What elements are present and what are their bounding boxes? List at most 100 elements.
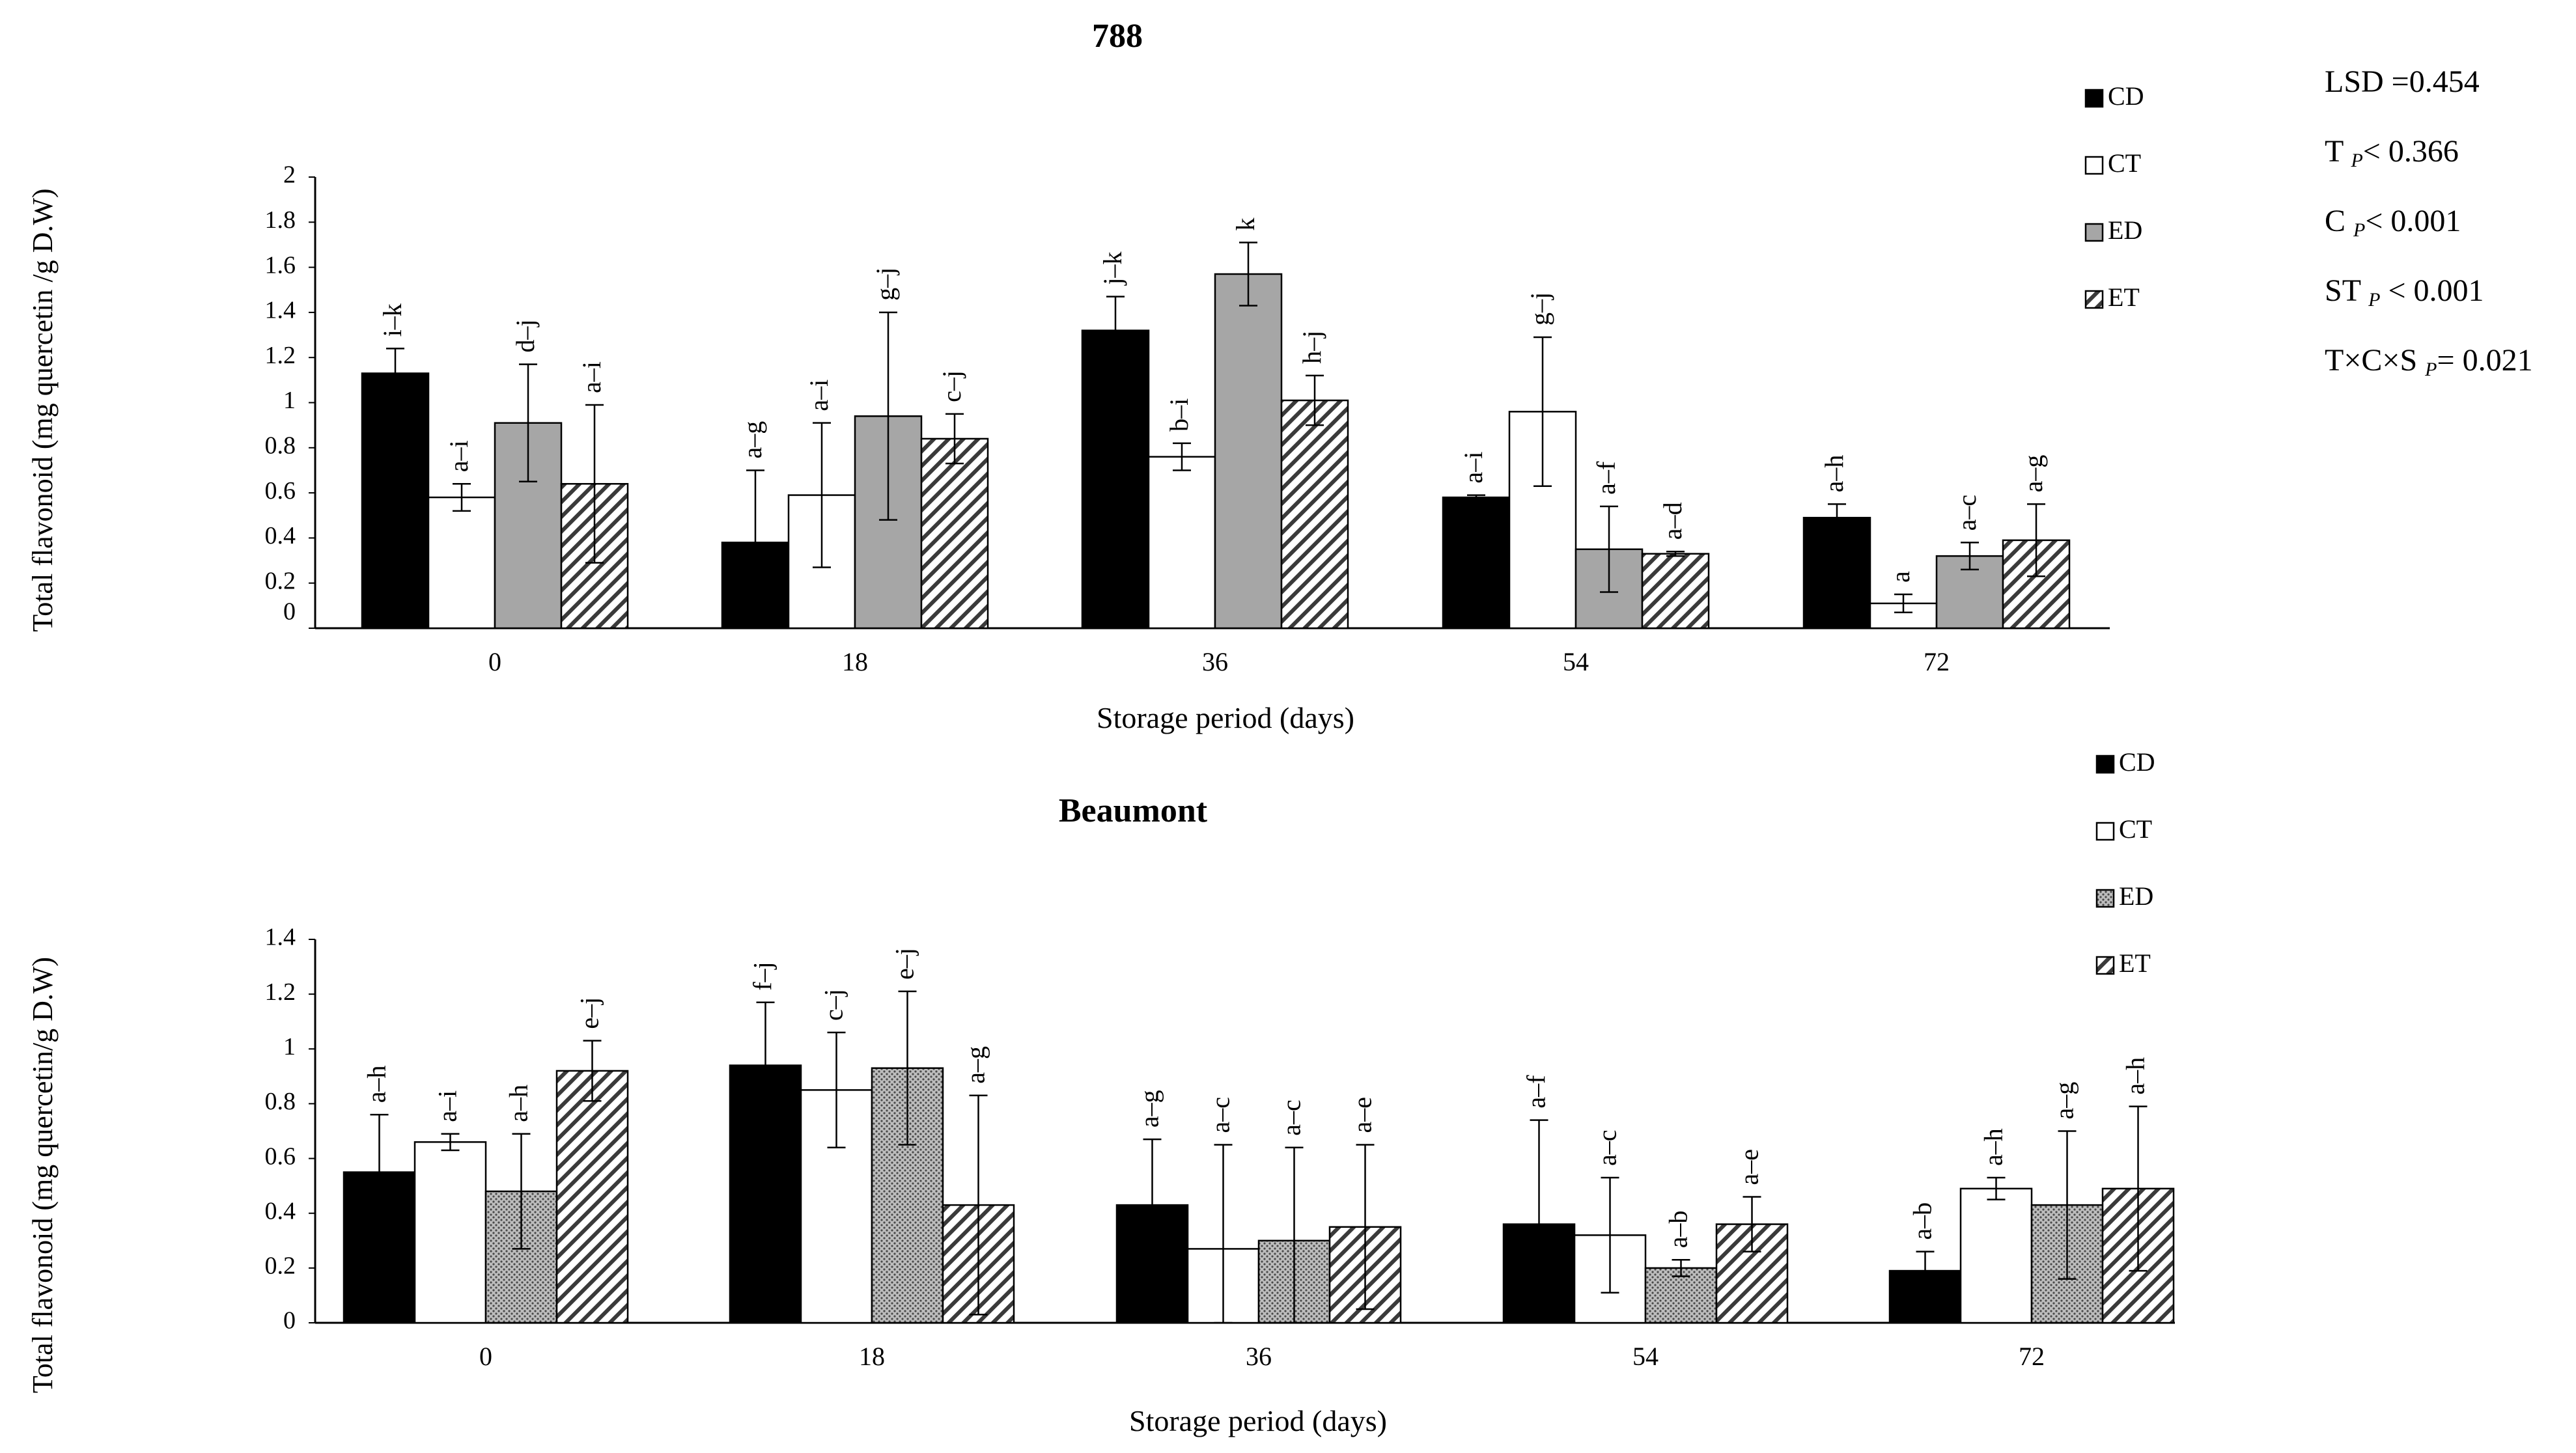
legend-swatch-CD (2084, 89, 2104, 108)
sig-label-ET-54: a–d (1658, 502, 1687, 540)
stat-c-sub: P (2353, 219, 2366, 241)
bar-ET-18 (920, 437, 989, 630)
sig-label-CT-0: a–i (433, 1090, 462, 1122)
y-tick-label: 0.4 (265, 522, 296, 549)
chart-beaumont: Beaumont Total flavonoid (mg quercetin/g … (27, 747, 2175, 1437)
stat-t-main: T (2325, 134, 2344, 169)
stat-c-main: C (2325, 204, 2346, 238)
stat-st-main: ST (2325, 273, 2361, 308)
sig-label-CT-36: b–i (1164, 398, 1194, 432)
bar-CD-0 (361, 372, 430, 630)
y-axis-label: Total flavonoid (mg quercetin /g D.W) (27, 188, 59, 631)
y-tick-label: 0.8 (265, 1088, 296, 1115)
stat-txcxs-value: = 0.021 (2437, 343, 2533, 378)
legend-swatch-CT (2084, 156, 2104, 175)
sig-label-ET-18: a–g (961, 1046, 990, 1084)
sig-label-CT-54: a–c (1593, 1130, 1622, 1167)
stat-txcxs-main: T×C×S (2325, 343, 2418, 378)
sig-label-CT-18: c–j (819, 989, 848, 1021)
sig-label-CD-54: a–i (1459, 452, 1488, 484)
chart-788: 788 Total flavonoid (mg quercetin /g D.W)… (27, 18, 2144, 734)
sig-label-ED-72: a–g (2050, 1082, 2079, 1120)
bar-CD-72 (1802, 516, 1871, 630)
sig-label-ED-36: a–c (1277, 1100, 1306, 1136)
stat-c: C P< 0.001 (2325, 202, 2572, 271)
y-tick-label: 0.2 (265, 1252, 296, 1280)
sig-label-CT-18: a–i (804, 380, 833, 411)
y-tick-label: 1.4 (265, 924, 296, 951)
sig-label-CT-54: g–j (1525, 292, 1554, 325)
x-tick-label: 18 (842, 647, 868, 676)
sig-label-ET-72: a–h (2121, 1057, 2150, 1095)
legend-label-ED: ED (2108, 215, 2142, 245)
sig-label-CD-18: a–g (738, 421, 767, 459)
y-tick-label: 1 (283, 387, 296, 414)
sig-label-CD-0: i–k (378, 303, 407, 337)
x-tick-label: 0 (479, 1342, 492, 1371)
y-tick-label: 1 (283, 1033, 296, 1060)
legend-label-ET: ET (2108, 283, 2140, 312)
bar-CD-54 (1442, 496, 1511, 630)
stat-st: ST P < 0.001 (2325, 271, 2572, 341)
y-tick-label: 0.6 (265, 1142, 296, 1170)
sig-label-CD-18: f–j (748, 962, 777, 990)
sig-label-CD-72: a–b (1908, 1202, 1937, 1240)
stat-txcxs-sub: P (2425, 359, 2437, 380)
sig-label-ED-36: k (1231, 217, 1260, 230)
sig-label-ED-0: a–h (504, 1085, 533, 1122)
legend-swatch-CT (2095, 822, 2115, 841)
bar-CT-0 (413, 1141, 487, 1324)
sig-label-ED-54: a–f (1591, 461, 1621, 495)
stat-txcxs: T×C×S P= 0.021 (2325, 341, 2572, 411)
sig-label-ED-18: e–j (890, 948, 919, 980)
stat-st-sub: P (2368, 289, 2381, 311)
legend-label-CD: CD (2108, 81, 2144, 111)
legend-label-ED: ED (2119, 881, 2153, 911)
stat-c-value: < 0.001 (2365, 204, 2461, 238)
y-tick-label: 0.6 (265, 477, 296, 505)
y-tick-label: 1.6 (265, 251, 296, 279)
legend-swatch-ED (2095, 889, 2115, 908)
stat-t: T P< 0.366 (2325, 132, 2572, 202)
legend-swatch-ET (2084, 290, 2104, 309)
sig-label-ED-54: a–b (1664, 1210, 1693, 1248)
sig-label-CD-0: a–h (362, 1065, 391, 1103)
sig-label-ED-72: a–c (1952, 495, 1981, 531)
x-tick-label: 36 (1246, 1342, 1272, 1371)
y-tick-label: 2 (283, 161, 296, 189)
sig-label-ET-72: a–g (2019, 455, 2048, 493)
x-tick-label: 36 (1202, 647, 1228, 676)
sig-label-ET-36: h–j (1297, 331, 1326, 364)
y-tick-label: 0 (283, 598, 296, 626)
bar-ET-0 (555, 1070, 629, 1324)
sig-label-ET-36: a–e (1348, 1097, 1377, 1133)
x-tick-label: 0 (488, 647, 501, 676)
sig-label-ET-0: e–j (575, 997, 604, 1029)
bar-ET-36 (1280, 399, 1349, 630)
legend-swatch-ET (2095, 956, 2115, 975)
sig-label-CT-36: a–c (1206, 1097, 1235, 1133)
sig-label-CD-72: a–h (1819, 455, 1849, 493)
sig-label-CD-36: j–k (1098, 252, 1127, 286)
stat-st-value: < 0.001 (2388, 273, 2484, 308)
sig-label-CD-36: a–g (1135, 1090, 1164, 1128)
sig-label-CT-0: a–i (444, 440, 473, 472)
bar-CD-36 (1081, 329, 1150, 630)
legend-label-ET: ET (2119, 948, 2151, 978)
sig-label-ET-0: a–i (577, 361, 606, 393)
chart-title: 788 (1092, 18, 1143, 55)
sig-label-CD-54: a–f (1522, 1075, 1551, 1109)
sig-label-ET-18: c–j (937, 370, 966, 402)
sig-label-ET-54: a–e (1735, 1149, 1764, 1185)
x-tick-label: 18 (859, 1342, 885, 1371)
y-tick-label: 0 (283, 1307, 296, 1335)
x-tick-label: 72 (2019, 1342, 2045, 1371)
y-axis-label: Total flavonoid (mg quercetin/g D.W) (27, 957, 59, 1393)
legend-swatch-CD (2095, 754, 2115, 774)
sig-label-CT-72: a–h (1979, 1128, 2008, 1166)
bar-CT-36 (1147, 456, 1216, 630)
stat-t-value: < 0.366 (2362, 134, 2459, 169)
stat-t-sub: P (2351, 150, 2363, 171)
bar-ET-54 (1641, 553, 1710, 630)
